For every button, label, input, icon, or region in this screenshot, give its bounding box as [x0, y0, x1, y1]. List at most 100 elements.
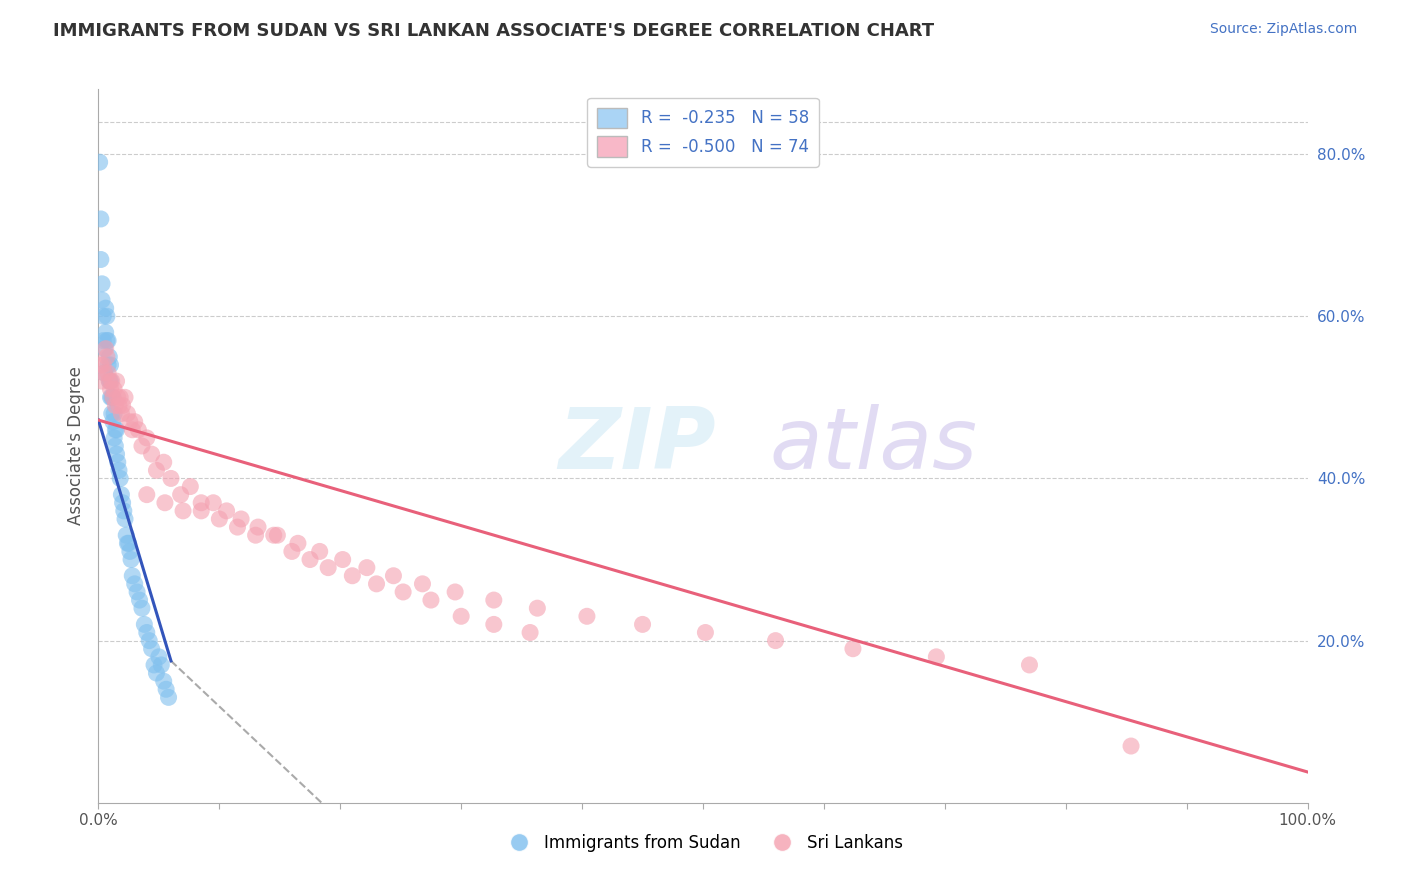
- Point: [107, 390, 129, 404]
- Point: [105, 374, 128, 388]
- Point: [145, 666, 167, 681]
- Point: [842, 641, 865, 656]
- Point: [519, 625, 541, 640]
- Point: [100, 407, 122, 421]
- Point: [392, 585, 415, 599]
- Point: [299, 552, 322, 566]
- Point: [287, 536, 309, 550]
- Point: [98, 350, 121, 364]
- Point: [526, 601, 548, 615]
- Point: [226, 520, 249, 534]
- Point: [97, 334, 120, 348]
- Point: [190, 496, 212, 510]
- Point: [121, 568, 143, 582]
- Point: [172, 504, 194, 518]
- Point: [444, 585, 467, 599]
- Point: [101, 415, 124, 429]
- Point: [97, 358, 120, 372]
- Point: [366, 577, 388, 591]
- Point: [110, 407, 132, 421]
- Point: [925, 649, 948, 664]
- Point: [153, 496, 176, 510]
- Point: [155, 682, 177, 697]
- Text: Source: ZipAtlas.com: Source: ZipAtlas.com: [1209, 22, 1357, 37]
- Point: [94, 326, 117, 340]
- Point: [148, 649, 170, 664]
- Point: [124, 577, 146, 591]
- Point: [94, 342, 117, 356]
- Point: [316, 560, 339, 574]
- Point: [100, 374, 122, 388]
- Point: [91, 293, 114, 307]
- Point: [112, 504, 135, 518]
- Point: [342, 568, 364, 582]
- Point: [98, 374, 121, 388]
- Point: [91, 334, 114, 348]
- Point: [131, 601, 153, 615]
- Point: [100, 390, 122, 404]
- Point: [131, 439, 153, 453]
- Point: [103, 407, 125, 421]
- Point: [105, 447, 128, 461]
- Point: [117, 536, 139, 550]
- Point: [631, 617, 654, 632]
- Point: [96, 310, 118, 324]
- Point: [1119, 739, 1142, 753]
- Point: [118, 544, 141, 558]
- Point: [104, 423, 127, 437]
- Point: [332, 552, 354, 566]
- Point: [108, 471, 131, 485]
- Point: [118, 415, 141, 429]
- Point: [135, 625, 157, 640]
- Point: [98, 374, 121, 388]
- Y-axis label: Associate's Degree: Associate's Degree: [66, 367, 84, 525]
- Point: [411, 577, 433, 591]
- Point: [152, 674, 174, 689]
- Point: [695, 625, 717, 640]
- Text: ZIP: ZIP: [558, 404, 716, 488]
- Point: [160, 471, 183, 485]
- Point: [266, 528, 288, 542]
- Point: [179, 479, 201, 493]
- Point: [127, 423, 149, 437]
- Point: [135, 488, 157, 502]
- Point: [107, 455, 129, 469]
- Point: [143, 657, 166, 672]
- Point: [111, 496, 134, 510]
- Text: atlas: atlas: [769, 404, 977, 488]
- Point: [245, 528, 267, 542]
- Point: [101, 390, 124, 404]
- Point: [482, 593, 505, 607]
- Point: [91, 277, 114, 291]
- Point: [94, 301, 117, 315]
- Point: [157, 690, 180, 705]
- Point: [121, 423, 143, 437]
- Point: [117, 407, 139, 421]
- Point: [90, 252, 112, 267]
- Point: [169, 488, 191, 502]
- Point: [202, 496, 225, 510]
- Point: [101, 390, 124, 404]
- Point: [108, 390, 131, 404]
- Point: [100, 358, 122, 372]
- Point: [118, 536, 141, 550]
- Point: [90, 211, 112, 226]
- Point: [135, 431, 157, 445]
- Point: [134, 617, 156, 632]
- Point: [152, 455, 174, 469]
- Point: [93, 366, 115, 380]
- Point: [1018, 657, 1040, 672]
- Point: [150, 657, 173, 672]
- Point: [120, 552, 142, 566]
- Point: [215, 504, 238, 518]
- Point: [575, 609, 598, 624]
- Point: [103, 382, 125, 396]
- Point: [97, 366, 120, 380]
- Point: [765, 633, 787, 648]
- Point: [89, 155, 111, 169]
- Point: [263, 528, 285, 542]
- Point: [105, 423, 128, 437]
- Point: [90, 358, 112, 372]
- Point: [108, 463, 131, 477]
- Point: [450, 609, 472, 624]
